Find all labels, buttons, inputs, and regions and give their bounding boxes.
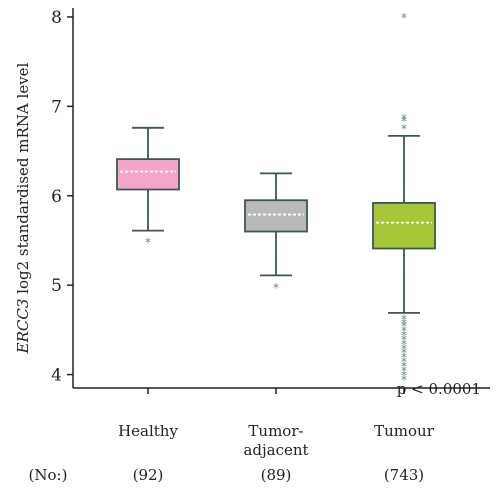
- outlier-point: *: [401, 351, 407, 365]
- outlier-point: *: [401, 342, 407, 356]
- y-axis-label: ERCC3 log2 standardised mRNA level: [14, 62, 32, 354]
- y-tick-label: 4: [51, 366, 62, 386]
- y-tick-label: 8: [51, 8, 62, 28]
- box: [372, 202, 436, 250]
- category-label: Tumour: [374, 422, 435, 440]
- outlier-point: *: [401, 333, 407, 347]
- outlier-point: *: [401, 319, 407, 333]
- box-series: *********************: [116, 11, 436, 387]
- outlier-point: *: [401, 337, 407, 351]
- outlier-point: *: [401, 115, 407, 129]
- outlier-point: *: [401, 11, 407, 25]
- outlier-point: *: [401, 328, 407, 342]
- outlier-point: *: [273, 281, 279, 295]
- box-group: *******************: [372, 11, 436, 387]
- outlier-point: *: [401, 373, 407, 387]
- count-label: (743): [384, 466, 424, 484]
- outlier-point: *: [401, 360, 407, 374]
- count-prefix-label: (No:): [29, 466, 68, 484]
- p-value-annotation: p < 0.0001: [397, 380, 481, 398]
- box-group: *: [244, 172, 308, 295]
- outlier-point: *: [401, 312, 407, 326]
- outlier-point: *: [401, 346, 407, 360]
- y-tick-label: 6: [51, 187, 62, 207]
- outlier-point: *: [401, 369, 407, 383]
- box: [244, 199, 308, 233]
- category-label: Tumor-: [248, 422, 303, 440]
- y-tick-label: 7: [51, 97, 62, 117]
- outlier-point: *: [401, 122, 407, 136]
- outlier-point: *: [401, 112, 407, 126]
- y-axis-label-text: log2 standardised mRNA level: [14, 62, 32, 298]
- count-label: (89): [261, 466, 292, 484]
- outlier-point: *: [401, 364, 407, 378]
- outlier-point: *: [401, 324, 407, 338]
- outlier-point: *: [401, 355, 407, 369]
- y-tick-label: 5: [51, 276, 62, 296]
- category-label: adjacent: [243, 441, 308, 459]
- category-label: Healthy: [118, 422, 178, 440]
- box: [116, 158, 180, 191]
- axes: 4 5 6 7 8: [51, 8, 490, 394]
- labels: Healthy (92) Tumor-adjacent (89) Tumour (743)…: [14, 62, 481, 484]
- outlier-point: *: [401, 317, 407, 331]
- outlier-point: *: [145, 235, 151, 249]
- y-axis-label-gene: ERCC3: [14, 299, 32, 355]
- count-label: (92): [133, 466, 164, 484]
- box-group: *: [116, 126, 180, 249]
